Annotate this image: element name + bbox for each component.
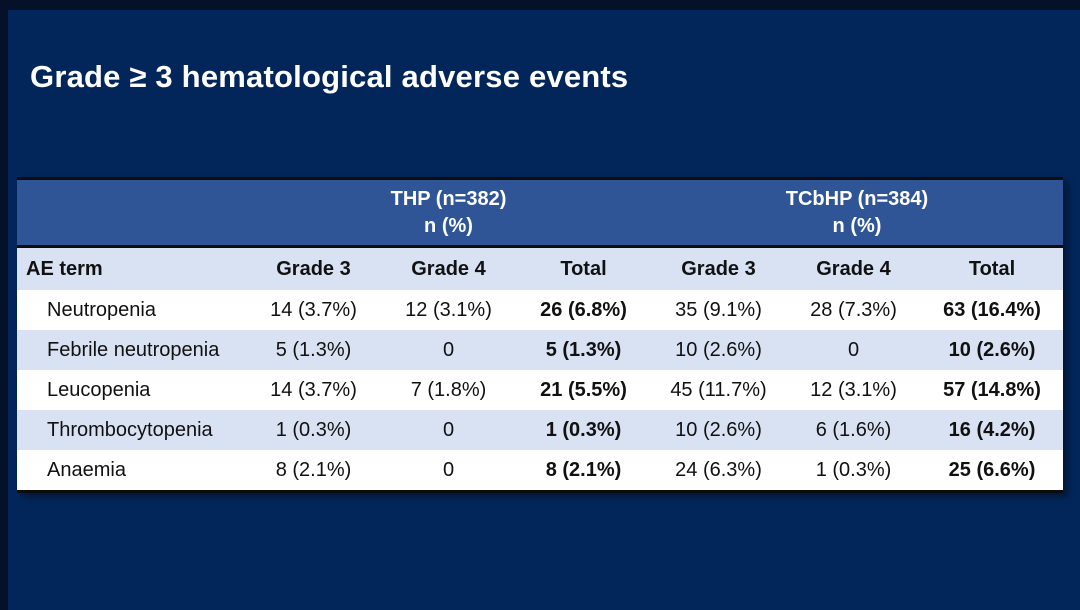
group-header-thp: THP (n=382) n (%) — [246, 178, 651, 248]
value-cell: 7 (1.8%) — [381, 370, 516, 410]
value-cell: 5 (1.3%) — [246, 330, 381, 370]
value-cell: 45 (11.7%) — [651, 370, 786, 410]
value-cell: 0 — [786, 330, 921, 370]
value-cell: 0 — [381, 410, 516, 450]
group-header-spacer — [17, 178, 246, 248]
ae-term-cell: Leucopenia — [17, 370, 246, 410]
value-cell: 1 (0.3%) — [786, 450, 921, 492]
value-cell: 28 (7.3%) — [786, 290, 921, 330]
page-title: Grade ≥ 3 hematological adverse events — [30, 59, 629, 94]
value-cell: 0 — [381, 450, 516, 492]
column-header-ae-term: AE term — [17, 246, 246, 290]
ae-term-cell: Thrombocytopenia — [17, 410, 246, 450]
total-cell: 16 (4.2%) — [921, 410, 1063, 450]
total-cell: 57 (14.8%) — [921, 370, 1063, 410]
ae-term-cell: Febrile neutropenia — [17, 330, 246, 370]
group-header-tcbhp-title: TCbHP (n=384) — [785, 187, 929, 210]
column-header-tcbhp-grade3: Grade 3 — [651, 246, 786, 290]
slide-edge-top — [0, 0, 1080, 10]
group-header-thp-subtitle: n (%) — [424, 214, 473, 237]
value-cell: 14 (3.7%) — [246, 290, 381, 330]
column-header-tcbhp-total: Total — [921, 246, 1063, 290]
group-header-thp-title: THP (n=382) — [390, 187, 507, 210]
value-cell: 6 (1.6%) — [786, 410, 921, 450]
total-cell: 25 (6.6%) — [921, 450, 1063, 492]
value-cell: 8 (2.1%) — [246, 450, 381, 492]
ae-term-cell: Anaemia — [17, 450, 246, 492]
column-header-row: AE term Grade 3 Grade 4 Total Grade 3 Gr… — [17, 246, 1063, 290]
value-cell: 1 (0.3%) — [246, 410, 381, 450]
value-cell: 12 (3.1%) — [381, 290, 516, 330]
value-cell: 14 (3.7%) — [246, 370, 381, 410]
total-cell: 1 (0.3%) — [516, 410, 651, 450]
total-cell: 8 (2.1%) — [516, 450, 651, 492]
value-cell: 10 (2.6%) — [651, 330, 786, 370]
value-cell: 0 — [381, 330, 516, 370]
total-cell: 10 (2.6%) — [921, 330, 1063, 370]
column-header-thp-grade3: Grade 3 — [246, 246, 381, 290]
group-header-row: THP (n=382) n (%) TCbHP (n=384) n (%) — [17, 178, 1063, 248]
value-cell: 12 (3.1%) — [786, 370, 921, 410]
value-cell: 24 (6.3%) — [651, 450, 786, 492]
total-cell: 26 (6.8%) — [516, 290, 651, 330]
value-cell: 35 (9.1%) — [651, 290, 786, 330]
value-cell: 10 (2.6%) — [651, 410, 786, 450]
total-cell: 63 (16.4%) — [921, 290, 1063, 330]
total-cell: 5 (1.3%) — [516, 330, 651, 370]
table-row-neutropenia: Neutropenia 14 (3.7%) 12 (3.1%) 26 (6.8%… — [17, 290, 1063, 330]
column-header-thp-total: Total — [516, 246, 651, 290]
column-header-tcbhp-grade4: Grade 4 — [786, 246, 921, 290]
table-row-leucopenia: Leucopenia 14 (3.7%) 7 (1.8%) 21 (5.5%) … — [17, 370, 1063, 410]
table-row-febrile-neutropenia: Febrile neutropenia 5 (1.3%) 0 5 (1.3%) … — [17, 330, 1063, 370]
slide-edge-left — [0, 0, 8, 610]
group-header-tcbhp-subtitle: n (%) — [832, 214, 882, 237]
column-header-thp-grade4: Grade 4 — [381, 246, 516, 290]
adverse-events-table: THP (n=382) n (%) TCbHP (n=384) n (%) AE… — [17, 177, 1063, 493]
group-header-tcbhp: TCbHP (n=384) n (%) — [651, 178, 1063, 248]
table-row-anaemia: Anaemia 8 (2.1%) 0 8 (2.1%) 24 (6.3%) 1 … — [17, 450, 1063, 492]
table-row-thrombocytopenia: Thrombocytopenia 1 (0.3%) 0 1 (0.3%) 10 … — [17, 410, 1063, 450]
ae-term-cell: Neutropenia — [17, 290, 246, 330]
total-cell: 21 (5.5%) — [516, 370, 651, 410]
